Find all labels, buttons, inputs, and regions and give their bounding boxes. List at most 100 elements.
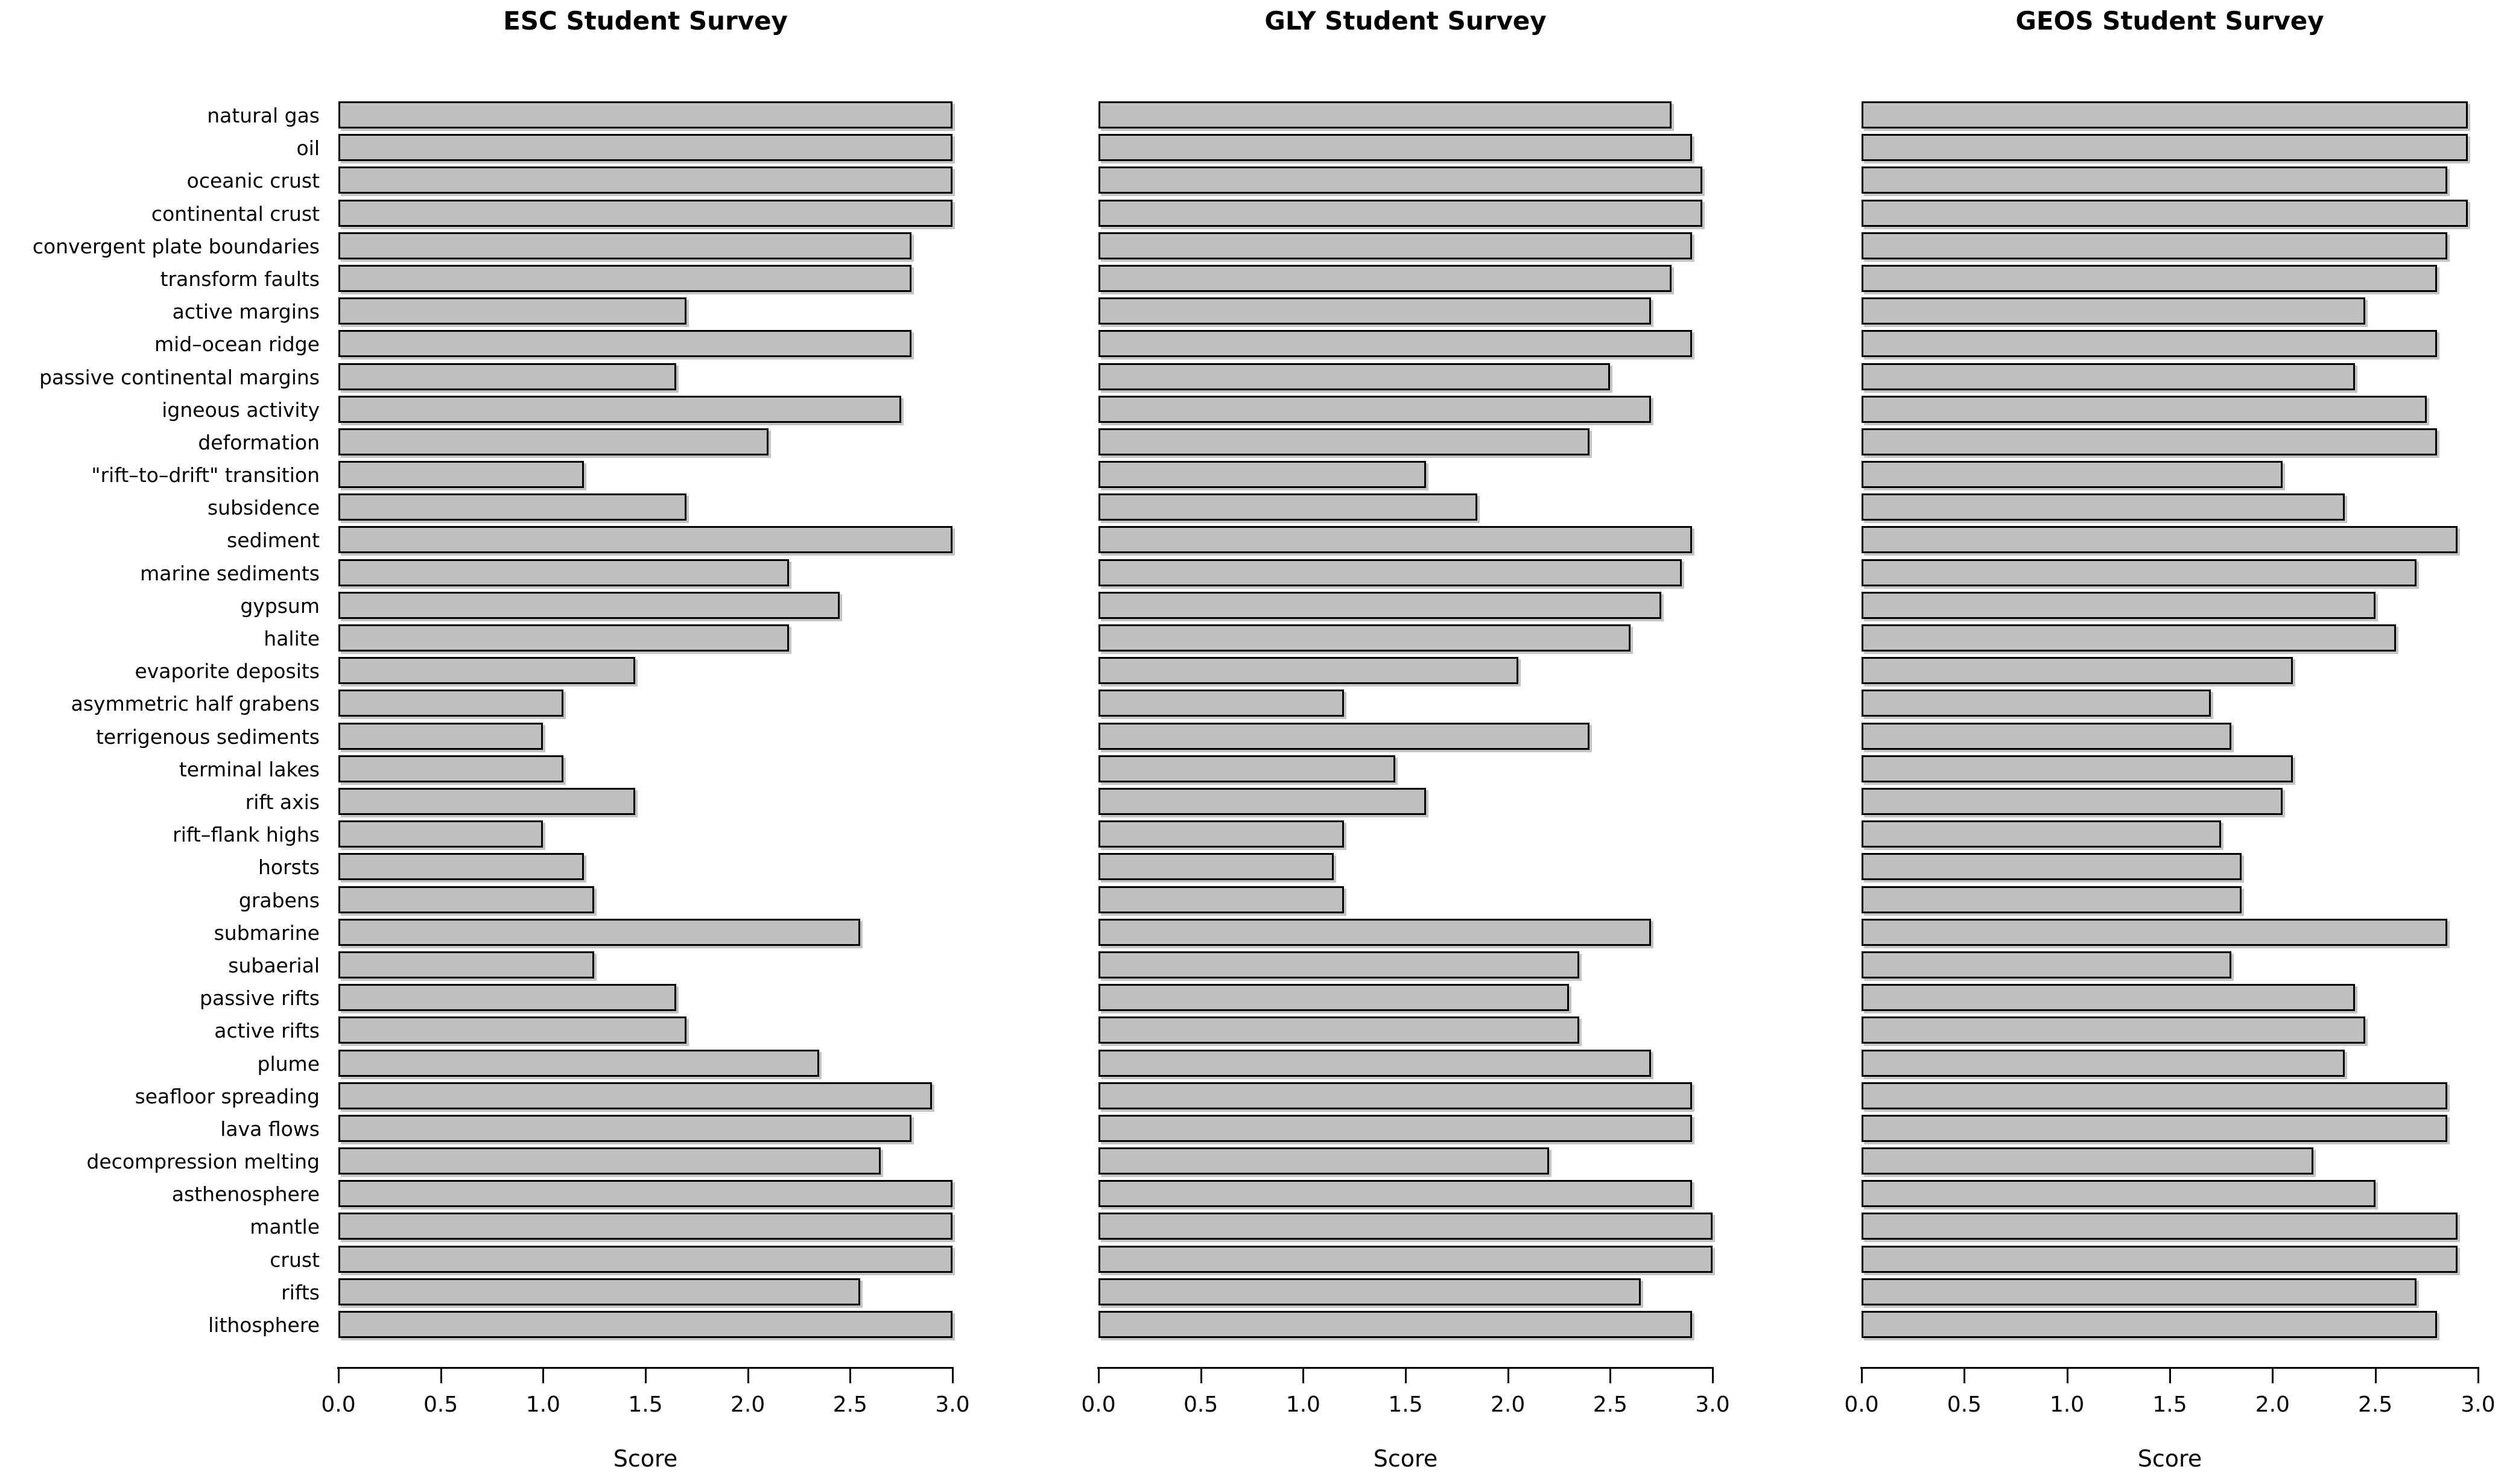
bar (1098, 886, 1345, 913)
category-label: terrigenous sediments (95, 725, 320, 749)
bar (1862, 755, 2293, 782)
x-axis-tick-label: 0.5 (1184, 1392, 1219, 1417)
bar (1862, 134, 2468, 162)
bar (1862, 787, 2283, 815)
category-label: active margins (172, 300, 320, 324)
bar (1098, 199, 1703, 227)
category-label: mid–ocean ridge (154, 332, 320, 357)
bar (338, 591, 840, 619)
x-axis-tick (2066, 1369, 2068, 1383)
bar (338, 395, 902, 423)
bar (338, 493, 686, 521)
bar (338, 1278, 861, 1305)
category-label: asthenosphere (171, 1182, 320, 1207)
x-axis-line (1097, 1367, 1714, 1369)
x-axis-line (1860, 1367, 2479, 1369)
x-axis-tick-label: 2.5 (832, 1392, 867, 1417)
bar (338, 1245, 952, 1273)
bar (1098, 526, 1693, 554)
x-axis-title: Score (2137, 1445, 2202, 1472)
bar (1098, 134, 1693, 162)
x-axis-tick-label: 0.5 (423, 1392, 458, 1417)
x-axis-tick-label: 1.5 (2152, 1392, 2187, 1417)
category-label: continental crust (151, 201, 320, 226)
bar (1098, 624, 1631, 652)
x-axis-tick-label: 1.5 (628, 1392, 663, 1417)
x-axis-tick-label: 2.5 (2358, 1392, 2393, 1417)
bar (1098, 657, 1518, 685)
bar (1862, 722, 2232, 750)
x-axis-tick (1098, 1369, 1100, 1383)
category-label: gypsum (240, 594, 320, 618)
category-label: transform faults (160, 267, 320, 291)
bar (1098, 951, 1580, 978)
bar (338, 101, 952, 128)
category-label: plume (257, 1051, 320, 1076)
bar (1098, 722, 1590, 750)
category-label: seafloor spreading (135, 1084, 320, 1108)
bar (338, 1016, 686, 1044)
category-label: sediment (227, 528, 320, 553)
bar (1862, 264, 2437, 292)
x-axis-tick (1302, 1369, 1305, 1383)
x-axis-tick-label: 2.0 (731, 1392, 765, 1417)
bar (1098, 461, 1426, 489)
bar (1098, 1245, 1713, 1273)
bar (338, 1049, 820, 1077)
x-axis-tick-label: 0.0 (1081, 1392, 1116, 1417)
x-axis-tick (1405, 1369, 1407, 1383)
bar (1098, 918, 1652, 946)
bar (1862, 1245, 2458, 1273)
x-axis-tick-label: 3.0 (935, 1392, 970, 1417)
category-label: terminal lakes (179, 757, 320, 781)
bar (1098, 363, 1611, 390)
x-axis-tick (1712, 1369, 1714, 1383)
x-axis-tick-label: 1.0 (2050, 1392, 2085, 1417)
category-label: halite (264, 627, 320, 651)
x-axis-tick (2477, 1369, 2479, 1383)
category-label: passive rifts (200, 986, 320, 1010)
bar (1862, 232, 2447, 259)
x-axis-tick (1200, 1369, 1202, 1383)
x-axis-tick-label: 1.0 (525, 1392, 560, 1417)
bar (338, 1114, 912, 1142)
category-label: grabens (238, 888, 320, 912)
bar (1862, 1049, 2345, 1077)
category-label: crust (270, 1248, 320, 1272)
x-axis-tick-label: 2.0 (2255, 1392, 2290, 1417)
bar (1862, 166, 2447, 194)
x-axis-tick (440, 1369, 442, 1383)
bar (1098, 820, 1345, 848)
category-label: igneous activity (162, 398, 320, 422)
bar (1098, 853, 1334, 881)
category-label: deformation (198, 430, 320, 454)
bar (338, 264, 912, 292)
bar (1862, 493, 2345, 521)
bar (338, 1180, 952, 1208)
bar (1098, 493, 1477, 521)
bar (338, 330, 912, 358)
bar (1862, 395, 2427, 423)
bar (1098, 787, 1426, 815)
x-axis-title: Score (1373, 1445, 1438, 1472)
x-axis-tick-label: 2.0 (1491, 1392, 1526, 1417)
x-axis-tick (645, 1369, 647, 1383)
bar (1098, 591, 1662, 619)
category-label: lava flows (220, 1117, 320, 1141)
bar (1862, 1213, 2458, 1240)
bar (338, 1213, 952, 1240)
category-label: passive continental margins (39, 365, 320, 389)
category-label: evaporite deposits (135, 659, 320, 683)
bar (1098, 1049, 1652, 1077)
x-axis-tick-label: 0.0 (1844, 1392, 1879, 1417)
bar (1098, 330, 1693, 358)
x-axis-tick (1609, 1369, 1612, 1383)
x-axis-tick (2169, 1369, 2171, 1383)
bar (1862, 984, 2355, 1012)
bar (1862, 1180, 2375, 1208)
bar (1098, 101, 1672, 128)
panel-geos-title: GEOS Student Survey (2015, 6, 2324, 36)
bar (1098, 1147, 1549, 1175)
category-label: mantle (250, 1215, 320, 1239)
bar (338, 853, 585, 881)
